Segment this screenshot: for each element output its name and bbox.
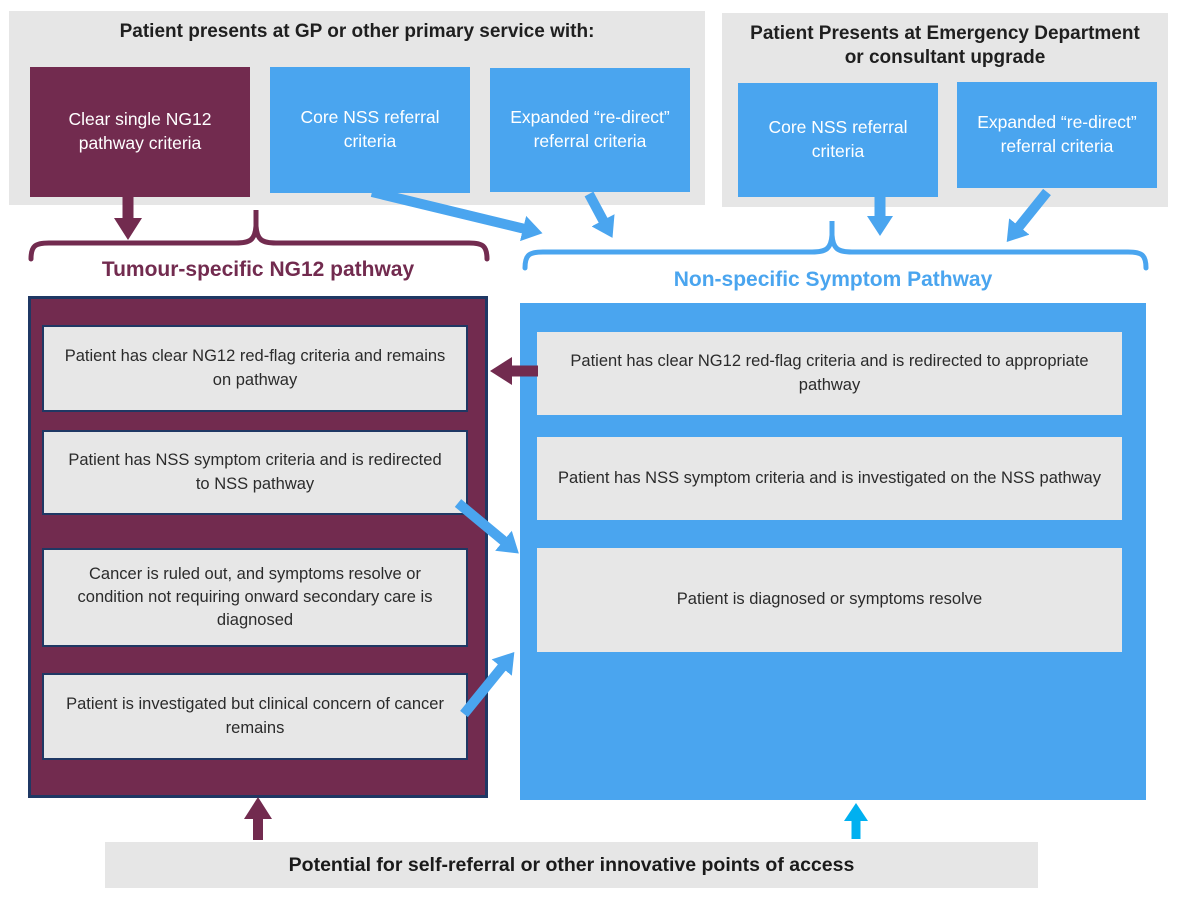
nss-step-diagnosed: Patient is diagnosed or symptoms resolve [537, 548, 1122, 652]
ng12-step-red-flag: Patient has clear NG12 red-flag criteria… [42, 325, 468, 412]
nss-step-red-flag-redirect: Patient has clear NG12 red-flag criteria… [537, 332, 1122, 415]
nss-step-investigated: Patient has NSS symptom criteria and is … [537, 437, 1122, 520]
gp-section-title: Patient presents at GP or other primary … [119, 21, 595, 42]
nss-brace-icon [522, 221, 1149, 271]
gp-criteria-ng12: Clear single NG12 pathway criteria [30, 67, 250, 197]
nss-pathway-title: Non-specific Symptom Pathway [673, 268, 993, 291]
ed-section-title: Patient Presents at Emergency Department… [750, 23, 1140, 68]
self-referral-bar: Potential for self-referral or other inn… [105, 842, 1038, 888]
gp-criteria-core-nss: Core NSS referral criteria [270, 67, 470, 193]
gp-criteria-expanded-redirect: Expanded “re-direct” referral criteria [490, 68, 690, 192]
ng12-pathway-title: Tumour-specific NG12 pathway [101, 258, 415, 281]
ng12-brace-icon [28, 210, 490, 262]
ed-criteria-expanded-redirect: Expanded “re-direct” referral criteria [957, 82, 1157, 188]
ed-criteria-core-nss: Core NSS referral criteria [738, 83, 938, 197]
ng12-step-cancer-ruled-out: Cancer is ruled out, and symptoms resolv… [42, 548, 468, 647]
ng12-step-nss-redirect: Patient has NSS symptom criteria and is … [42, 430, 468, 515]
ng12-step-concern-remains: Patient is investigated but clinical con… [42, 673, 468, 760]
